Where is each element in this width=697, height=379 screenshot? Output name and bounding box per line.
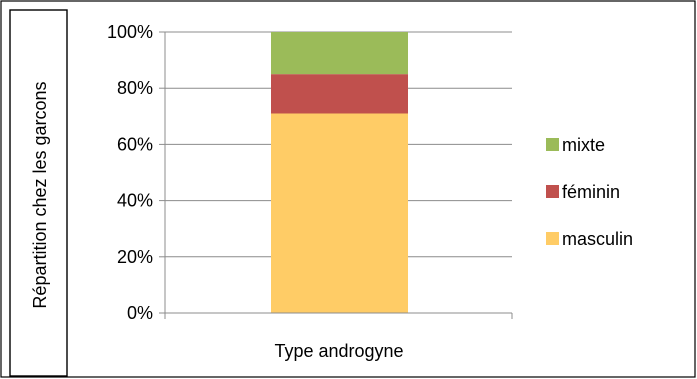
legend-swatch-mixte [546,138,559,151]
legend-label-féminin: féminin [562,182,620,202]
y-tick-label: 20% [117,247,153,267]
y-tick-label: 60% [117,134,153,154]
bar-segment-masculin [271,113,408,314]
bar-segment-mixte [271,32,408,75]
bar-segment-féminin [271,74,408,114]
legend-swatch-féminin [546,185,559,198]
x-category-label: Type androgyne [274,341,403,361]
y-tick-label: 80% [117,78,153,98]
legend-label-mixte: mixte [562,135,605,155]
y-tick-label: 40% [117,191,153,211]
y-tick-label: 0% [127,303,153,323]
legend-label-masculin: masculin [562,229,633,249]
plot-frame [9,9,68,377]
bars [271,32,408,314]
legend-swatch-masculin [546,232,559,245]
y-axis-ticks: 0% 20% 40% 60% 80% 100% [107,22,165,323]
legend: mixte féminin masculin [546,135,633,249]
y-axis-title: Répartition chez les garcons [30,81,50,308]
y-tick-label: 100% [107,22,153,42]
